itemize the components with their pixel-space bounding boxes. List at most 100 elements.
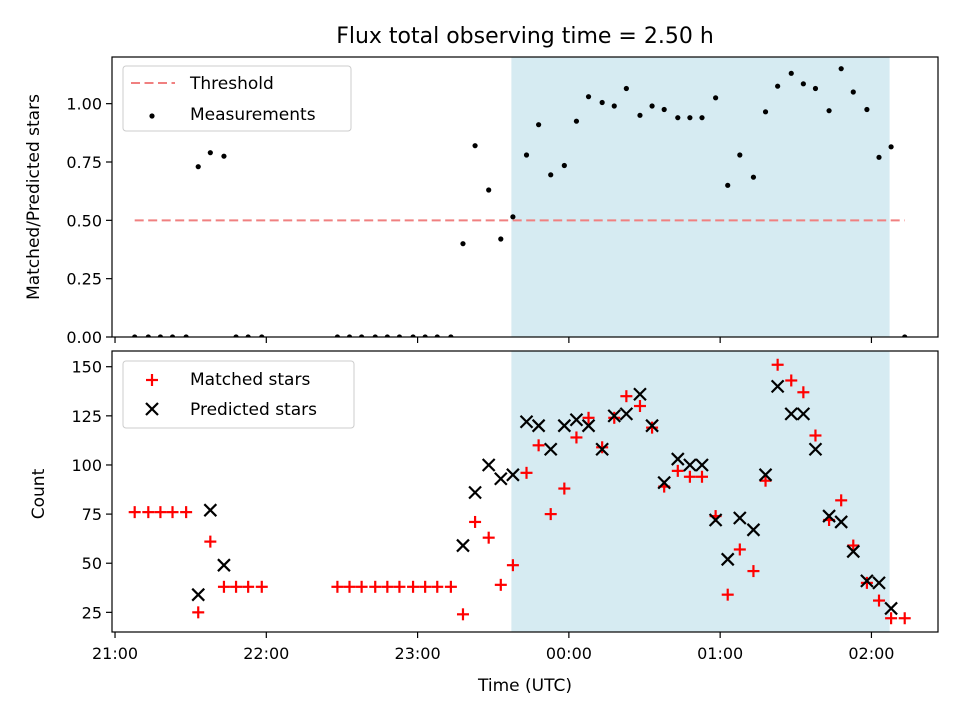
measurement-point <box>396 334 403 337</box>
predicted-star-point <box>645 418 659 433</box>
y-tick-label: 50 <box>82 554 102 573</box>
measurement-point <box>637 112 643 118</box>
measurement-point <box>536 122 542 128</box>
predicted-star-point <box>481 458 496 472</box>
predicted-star-point <box>860 574 874 588</box>
predicted-star-point <box>683 458 697 472</box>
measurement-point <box>372 334 378 337</box>
x-tick-label: 01:00 <box>697 644 743 663</box>
matched-star-point <box>154 506 167 519</box>
legend-measurements-label: Measurements <box>190 105 316 125</box>
predicted-star-point <box>884 601 898 616</box>
predicted-star-point <box>456 538 470 553</box>
matched-star-point <box>558 482 571 495</box>
matched-star-point <box>596 441 609 454</box>
bottom-legend-box <box>122 360 355 429</box>
matched-star-point <box>482 531 495 544</box>
measurement-point <box>157 334 164 337</box>
matched-star-point <box>582 411 595 424</box>
measurement-point <box>573 118 580 124</box>
matched-star-point <box>873 594 885 607</box>
matched-star-point <box>494 578 507 591</box>
predicted-star-point <box>607 409 622 423</box>
measurement-point <box>611 103 617 109</box>
measurement-point <box>183 334 189 337</box>
matched-star-point <box>809 429 822 442</box>
measurement-point <box>812 85 819 92</box>
matched-star-point <box>520 466 533 479</box>
top-legend-box <box>122 65 352 132</box>
matched-star-point <box>570 431 583 444</box>
matched-star-point <box>431 580 444 593</box>
matched-star-point <box>771 358 784 371</box>
measurement-point <box>661 106 667 113</box>
predicted-star-point <box>633 387 647 402</box>
measurement-point <box>838 66 844 72</box>
measurement-point <box>346 334 353 337</box>
measurement-point <box>384 334 390 337</box>
matched-star-point <box>393 580 406 593</box>
top-x-ticks <box>114 337 873 343</box>
matched-star-point <box>633 400 646 413</box>
matched-star-point <box>204 535 217 548</box>
legend-predicted-swatch <box>145 402 159 416</box>
measurement-points <box>132 66 908 337</box>
predicted-star-point <box>543 442 558 457</box>
predicted-star-point <box>506 468 520 482</box>
x-tick-label: 21:00 <box>92 644 138 663</box>
y-tick-label: 0.50 <box>66 211 102 230</box>
measurement-point <box>510 214 516 220</box>
matched-star-point <box>721 588 734 601</box>
y-tick-label: 100 <box>71 456 102 475</box>
matched-star-point <box>835 494 848 507</box>
measurement-point <box>725 182 731 188</box>
measurement-point <box>713 95 719 101</box>
measurement-point <box>498 236 504 242</box>
predicted-star-point <box>872 576 886 590</box>
measurement-point <box>561 162 567 169</box>
x-axis-label: Time (UTC) <box>477 676 572 696</box>
measurement-point <box>687 115 693 121</box>
predicted-star-point <box>569 412 584 427</box>
matched-star-point <box>847 539 860 552</box>
matched-star-point <box>620 390 633 403</box>
bottom-x-ticks: 21:00 22:00 23:00 00:00 01:00 02:00 <box>92 632 894 663</box>
predicted-star-point <box>519 414 534 429</box>
measurement-point <box>245 334 251 337</box>
predicted-star-point <box>531 418 546 433</box>
measurement-point <box>486 187 492 193</box>
measurement-point <box>775 83 781 89</box>
matched-star-point <box>544 508 557 521</box>
bottom-legend: Matched stars Predicted stars <box>122 360 355 429</box>
bottom-y-axis-label: Count <box>29 468 49 519</box>
matched-star-point <box>456 608 469 621</box>
y-tick-label: 25 <box>82 603 102 622</box>
matched-star-point <box>407 580 420 593</box>
predicted-star-point <box>708 513 723 527</box>
matched-star-point <box>797 386 810 399</box>
y-tick-label: 0.75 <box>66 153 102 172</box>
predicted-star-point <box>822 509 836 523</box>
legend-predicted-label: Predicted stars <box>190 400 317 420</box>
measurement-point <box>523 152 530 158</box>
predicted-star-point <box>619 407 634 421</box>
measurement-point <box>902 334 908 337</box>
matched-star-point <box>683 470 696 483</box>
matched-star-point <box>355 580 368 593</box>
top-y-ticks: 0.00 0.25 0.50 0.75 1.00 <box>66 95 112 347</box>
predicted-star-point <box>468 485 482 500</box>
measurement-point <box>195 164 201 170</box>
predicted-star-point <box>671 452 685 466</box>
matched-star-point <box>444 580 457 593</box>
measurement-point <box>434 334 440 337</box>
y-tick-label: 125 <box>71 407 102 426</box>
measurement-point <box>623 85 629 92</box>
measurement-point <box>864 106 870 113</box>
measurement-point <box>233 334 239 337</box>
bottom-y-ticks: 25 50 75 100 125 150 <box>71 358 112 622</box>
matched-star-point <box>381 580 394 593</box>
predicted-star-point <box>846 544 861 559</box>
measurement-point <box>826 108 832 114</box>
top-axes-frame <box>111 56 939 338</box>
